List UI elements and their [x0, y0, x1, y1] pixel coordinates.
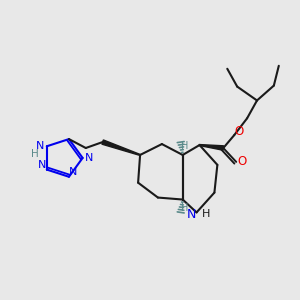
Text: O: O	[238, 155, 247, 168]
Text: O: O	[235, 125, 244, 138]
Text: N: N	[36, 141, 44, 151]
Text: H: H	[202, 209, 211, 219]
Text: H: H	[181, 203, 188, 214]
Text: N: N	[187, 208, 196, 221]
Text: H: H	[181, 141, 188, 151]
Text: H: H	[31, 149, 39, 159]
Text: N: N	[38, 160, 46, 170]
Polygon shape	[102, 140, 140, 155]
Text: N: N	[84, 153, 93, 163]
Polygon shape	[200, 145, 224, 150]
Text: N: N	[69, 167, 77, 177]
